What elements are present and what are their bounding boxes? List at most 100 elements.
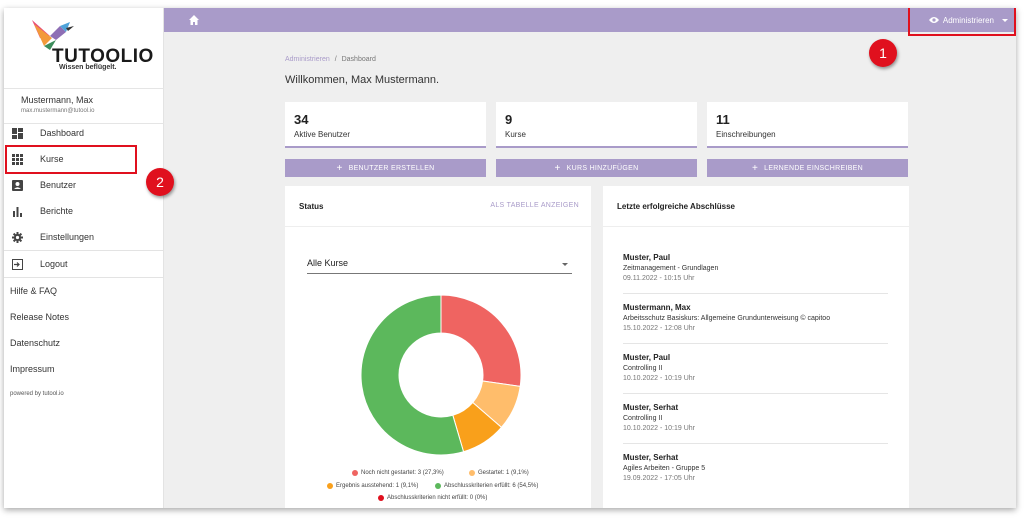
sidebar-item-label: Logout — [40, 259, 68, 269]
divider — [623, 343, 888, 344]
admin-menu-button[interactable]: Administrieren — [928, 11, 1008, 29]
stat-value: 9 — [505, 112, 513, 127]
stat-value: 11 — [716, 112, 730, 127]
divider — [623, 393, 888, 394]
divider — [623, 293, 888, 294]
breadcrumb-current: Dashboard — [341, 56, 376, 63]
sidebar-item-label: Benutzer — [40, 180, 77, 190]
select-value: Alle Kurse — [307, 258, 349, 268]
legend-dot — [378, 495, 384, 501]
bar-chart-icon — [11, 205, 23, 217]
stat-label: Kurse — [505, 130, 526, 139]
sidebar-item-berichte[interactable]: Berichte — [4, 198, 164, 224]
chevron-down-icon — [562, 263, 568, 266]
home-icon[interactable] — [188, 13, 200, 25]
stat-label: Aktive Benutzer — [294, 130, 351, 139]
legend-label: Ergebnis ausstehend: 1 (9,1%) — [336, 483, 419, 489]
completion-date: 19.09.2022 - 17:05 Uhr — [623, 475, 695, 482]
learner-name: Muster, Serhat — [623, 453, 679, 462]
list-item[interactable]: Muster, Paul Zeitmanagement - Grundlagen… — [623, 253, 888, 282]
panel-title: Status — [299, 202, 324, 211]
button-label: BENUTZER ERSTELLEN — [348, 164, 435, 172]
top-bar: Administrieren — [164, 8, 1016, 32]
sidebar-item-benutzer[interactable]: Benutzer — [4, 172, 164, 198]
list-item[interactable]: Muster, Serhat Controlling II 10.10.2022… — [623, 403, 888, 432]
annotation-highlight-admin — [908, 8, 1016, 36]
apps-grid-icon — [11, 153, 23, 165]
imprint-link[interactable]: Impressum — [10, 364, 55, 374]
person-card-icon — [11, 179, 23, 191]
list-item[interactable]: Mustermann, Max Arbeitsschutz Basiskurs:… — [623, 303, 888, 332]
help-faq-link[interactable]: Hilfe & FAQ — [10, 286, 58, 296]
completion-date: 15.10.2022 - 12:08 Uhr — [623, 325, 695, 332]
sidebar-item-label: Kurse — [40, 154, 64, 164]
logout-icon — [11, 258, 23, 270]
sidebar-item-dashboard[interactable]: Dashboard — [4, 120, 164, 146]
completion-date: 10.10.2022 - 10:19 Uhr — [623, 375, 695, 382]
user-name: Mustermann, Max — [21, 95, 94, 105]
stat-card-users[interactable]: 34 Aktive Benutzer — [285, 102, 486, 148]
course-name: Controlling II — [623, 415, 663, 422]
legend-dot — [327, 483, 333, 489]
learner-name: Muster, Serhat — [623, 403, 679, 412]
logo-tagline: Wissen beflügelt. — [59, 64, 117, 71]
sidebar: TUTOOLIO Wissen beflügelt. Mustermann, M… — [4, 8, 164, 508]
gear-icon — [11, 231, 23, 243]
eye-icon — [928, 11, 939, 29]
app-window: TUTOOLIO Wissen beflügelt. Mustermann, M… — [4, 8, 1016, 508]
privacy-link[interactable]: Datenschutz — [10, 338, 61, 348]
powered-by: powered by tutool.io — [10, 391, 64, 397]
course-filter-select[interactable]: Alle Kurse — [307, 258, 572, 274]
create-user-button[interactable]: + BENUTZER ERSTELLEN — [285, 159, 486, 177]
legend-item: Noch nicht gestartet: 3 (27,3%) — [352, 470, 444, 476]
legend-label: Gestartet: 1 (9,1%) — [478, 470, 529, 476]
legend-dot — [352, 470, 358, 476]
sidebar-item-logout[interactable]: Logout — [4, 251, 164, 277]
add-course-button[interactable]: + KURS HINZUFÜGEN — [496, 159, 697, 177]
page-title: Willkommen, Max Mustermann. — [285, 74, 440, 86]
learner-name: Mustermann, Max — [623, 303, 691, 312]
course-name: Arbeitsschutz Basiskurs: Allgemeine Grun… — [623, 315, 831, 322]
donut-slice-0[interactable] — [440, 294, 522, 387]
sidebar-item-einstellungen[interactable]: Einstellungen — [4, 224, 164, 250]
breadcrumb: Administrieren / Dashboard — [285, 56, 376, 63]
legend-item: Abschlusskriterien nicht erfüllt: 0 (0%) — [378, 495, 487, 501]
legend-label: Noch nicht gestartet: 3 (27,3%) — [361, 470, 444, 476]
divider — [603, 226, 909, 227]
course-name: Zeitmanagement - Grundlagen — [623, 265, 719, 272]
annotation-highlight-kurse — [5, 145, 137, 174]
legend-item: Gestartet: 1 (9,1%) — [469, 470, 529, 476]
sidebar-item-kurse[interactable]: Kurse — [4, 146, 164, 172]
logo[interactable]: TUTOOLIO Wissen beflügelt. — [4, 8, 164, 88]
donut-slice-3[interactable] — [360, 294, 465, 456]
button-label: KURS HINZUFÜGEN — [566, 164, 639, 172]
hummingbird-logo-icon — [32, 20, 74, 50]
dashboard-icon — [11, 127, 23, 139]
stat-card-courses[interactable]: 9 Kurse — [496, 102, 697, 148]
button-label: LERNENDE EINSCHREIBEN — [764, 164, 864, 172]
legend-label: Abschlusskriterien nicht erfüllt: 0 (0%) — [387, 495, 488, 501]
legend-dot — [469, 470, 475, 476]
sidebar-item-label: Dashboard — [40, 128, 85, 138]
status-donut-chart — [360, 294, 522, 456]
divider — [4, 250, 164, 251]
legend-item: Ergebnis ausstehend: 1 (9,1%) — [327, 483, 418, 489]
stat-card-enrollments[interactable]: 11 Einschreibungen — [707, 102, 908, 148]
user-info: Mustermann, Max max.mustermann@tutool.io — [4, 88, 164, 124]
breadcrumb-root[interactable]: Administrieren — [285, 56, 330, 63]
list-item[interactable]: Muster, Serhat Agiles Arbeiten - Gruppe … — [623, 453, 888, 482]
stat-value: 34 — [294, 112, 309, 127]
annotation-badge-2: 2 — [146, 168, 174, 196]
enroll-learners-button[interactable]: + LERNENDE EINSCHREIBEN — [707, 159, 908, 177]
list-item[interactable]: Muster, Paul Controlling II 10.10.2022 -… — [623, 353, 888, 382]
breadcrumb-separator: / — [334, 56, 337, 63]
status-panel: Status ALS TABELLE ANZEIGEN Alle Kurse N… — [285, 186, 591, 508]
release-notes-link[interactable]: Release Notes — [10, 312, 70, 322]
divider — [4, 277, 164, 278]
divider — [623, 443, 888, 444]
legend-item: Abschlusskriterien erfüllt: 6 (54,5%) — [435, 483, 538, 489]
plus-icon: + — [336, 162, 343, 174]
show-as-table-link[interactable]: ALS TABELLE ANZEIGEN — [490, 202, 579, 209]
annotation-badge-1: 1 — [869, 39, 897, 67]
learner-name: Muster, Paul — [623, 353, 671, 362]
